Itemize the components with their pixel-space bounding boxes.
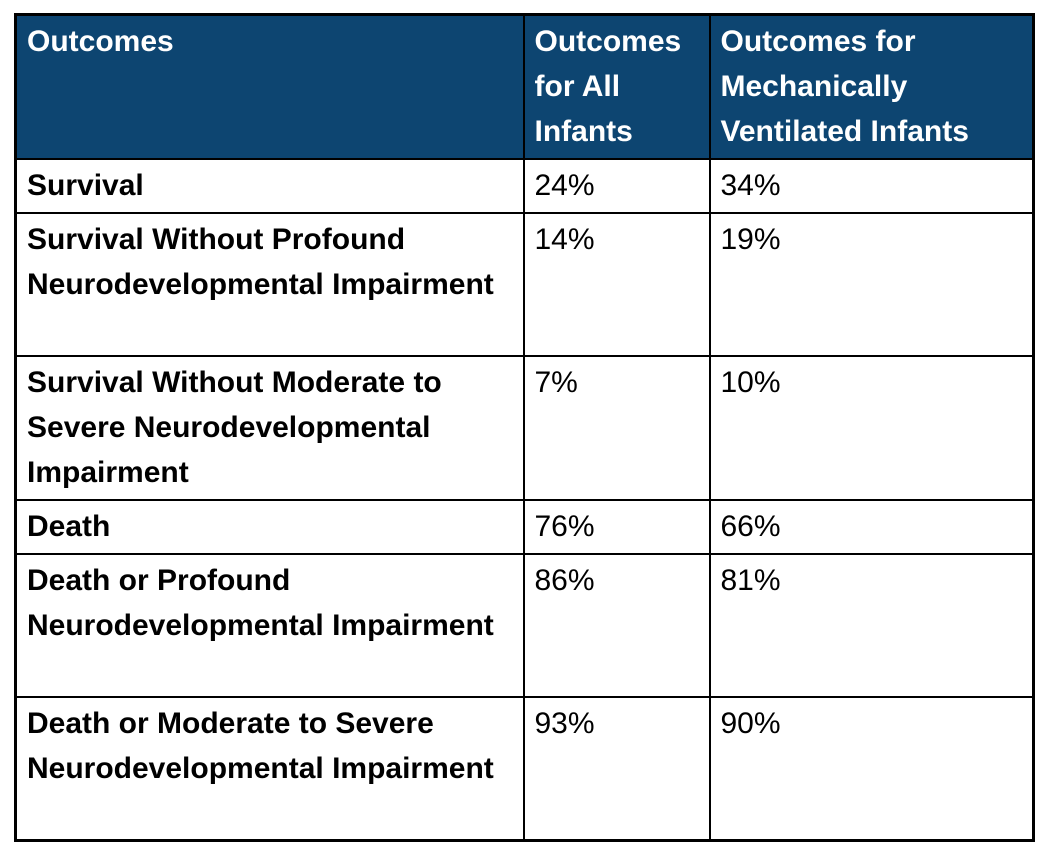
table-row-death-or-profound-ndi: Death or Profound Neurodevelopmental Imp…: [14, 553, 1035, 698]
row-label: Survival: [14, 158, 525, 214]
header-cell-ventilated-infants: Outcomes for Mechanically Ventilated Inf…: [708, 13, 1035, 160]
row-value-ventilated: 90%: [708, 696, 1035, 841]
row-label: Death or Profound Neurodevelopmental Imp…: [14, 553, 525, 698]
row-value-ventilated: 66%: [708, 499, 1035, 555]
table-row-death: Death 76% 66%: [14, 499, 1035, 555]
row-value-all-infants: 76%: [522, 499, 711, 555]
row-value-all-infants: 7%: [522, 355, 711, 501]
row-label: Death: [14, 499, 525, 555]
header-cell-outcomes: Outcomes: [14, 13, 525, 160]
header-row: Outcomes Outcomes for All Infants Outcom…: [14, 13, 1035, 160]
row-value-all-infants: 24%: [522, 158, 711, 214]
row-label: Death or Moderate to Severe Neurodevelop…: [14, 696, 525, 841]
outcomes-table: Outcomes Outcomes for All Infants Outcom…: [14, 13, 1035, 842]
row-value-ventilated: 19%: [708, 212, 1035, 357]
table-body: Survival 24% 34% Survival Without Profou…: [14, 158, 1035, 841]
table-row-survival-without-profound-ndi: Survival Without Profound Neurodevelopme…: [14, 212, 1035, 357]
table-row-survival: Survival 24% 34%: [14, 158, 1035, 214]
table-row-death-or-moderate-severe-ndi: Death or Moderate to Severe Neurodevelop…: [14, 696, 1035, 841]
header-cell-all-infants: Outcomes for All Infants: [522, 13, 711, 160]
row-value-ventilated: 34%: [708, 158, 1035, 214]
table-row-survival-without-moderate-severe-ndi: Survival Without Moderate to Severe Neur…: [14, 355, 1035, 501]
row-value-ventilated: 81%: [708, 553, 1035, 698]
table-header: Outcomes Outcomes for All Infants Outcom…: [14, 13, 1035, 160]
row-label: Survival Without Profound Neurodevelopme…: [14, 212, 525, 357]
row-value-ventilated: 10%: [708, 355, 1035, 501]
row-value-all-infants: 86%: [522, 553, 711, 698]
row-value-all-infants: 14%: [522, 212, 711, 357]
row-value-all-infants: 93%: [522, 696, 711, 841]
row-label: Survival Without Moderate to Severe Neur…: [14, 355, 525, 501]
